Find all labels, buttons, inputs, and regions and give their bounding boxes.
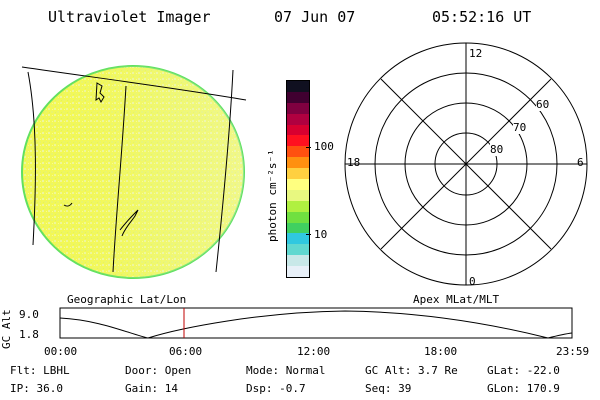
colorbar-segment bbox=[287, 102, 309, 114]
colorbar-segment bbox=[287, 80, 309, 92]
coastline bbox=[95, 82, 105, 104]
dsp-info: Dsp: -0.7 bbox=[246, 382, 306, 395]
colorbar-segment bbox=[287, 189, 309, 201]
colorbar-tick bbox=[306, 234, 311, 235]
lat-lon-grid-line bbox=[27, 71, 36, 246]
observation-time: 05:52:16 UT bbox=[432, 8, 532, 26]
polar-mlt-18: 18 bbox=[347, 156, 361, 169]
colorbar-segment bbox=[287, 233, 309, 245]
altitude-curve bbox=[59, 310, 573, 339]
colorbar-segment bbox=[287, 222, 309, 234]
gc-alt-info: GC Alt: 3.7 Re bbox=[365, 364, 458, 377]
colorbar-segment bbox=[287, 113, 309, 125]
door-info: Door: Open bbox=[125, 364, 192, 377]
ip-info: IP: 36.0 bbox=[10, 382, 63, 395]
colorbar-segment bbox=[287, 124, 309, 136]
polar-lat-80: 80 bbox=[490, 143, 504, 156]
observation-date: 07 Jun 07 bbox=[274, 8, 356, 26]
strip-xtick: 12:00 bbox=[297, 345, 331, 358]
polar-lat-60: 60 bbox=[536, 98, 550, 111]
strip-xtick: 23:59 bbox=[556, 345, 590, 358]
colorbar-segment bbox=[287, 211, 309, 223]
lat-lon-grid-line bbox=[21, 66, 247, 101]
color-scale-bar bbox=[286, 80, 310, 278]
apex-label: Apex MLat/MLT bbox=[413, 293, 500, 306]
colorbar-segment bbox=[287, 91, 309, 103]
filter-info: Flt: LBHL bbox=[10, 364, 70, 377]
strip-xtick: 06:00 bbox=[169, 345, 203, 358]
strip-xtick: 00:00 bbox=[44, 345, 78, 358]
colorbar-segment bbox=[287, 200, 309, 212]
coastline bbox=[119, 209, 139, 237]
colorbar-tick-100: 100 bbox=[314, 140, 334, 153]
glon-info: GLon: 170.9 bbox=[487, 382, 560, 395]
gain-info: Gain: 14 bbox=[125, 382, 178, 395]
colorbar-segment bbox=[287, 244, 309, 256]
colorbar-segment bbox=[287, 146, 309, 158]
lat-lon-grid-line bbox=[112, 85, 127, 273]
polar-lat-70: 70 bbox=[513, 121, 527, 134]
mode-info: Mode: Normal bbox=[246, 364, 326, 377]
colorbar-segment bbox=[287, 135, 309, 147]
coastline bbox=[63, 202, 73, 207]
instrument-title: Ultraviolet Imager bbox=[48, 8, 211, 26]
colorbar-segment bbox=[287, 168, 309, 179]
colorbar-tick-10: 10 bbox=[314, 228, 328, 241]
strip-xtick: 18:00 bbox=[424, 345, 458, 358]
colorbar-segment bbox=[287, 266, 309, 277]
colorbar-segment bbox=[287, 255, 309, 267]
colorbar-segment bbox=[287, 157, 309, 169]
colorbar-tick bbox=[306, 147, 311, 148]
polar-mlt-6: 6 bbox=[577, 156, 584, 169]
polar-mlt-12: 12 bbox=[469, 47, 483, 60]
seq-info: Seq: 39 bbox=[365, 382, 412, 395]
colorbar-segment bbox=[287, 178, 309, 190]
polar-mlt-0: 0 bbox=[469, 275, 476, 288]
glat-info: GLat: -22.0 bbox=[487, 364, 560, 377]
geographic-label: Geographic Lat/Lon bbox=[67, 293, 187, 306]
strip-ytick-bottom: 1.8 bbox=[19, 328, 39, 341]
lat-lon-grid-line bbox=[215, 69, 234, 273]
strip-ytick-top: 9.0 bbox=[19, 308, 39, 321]
